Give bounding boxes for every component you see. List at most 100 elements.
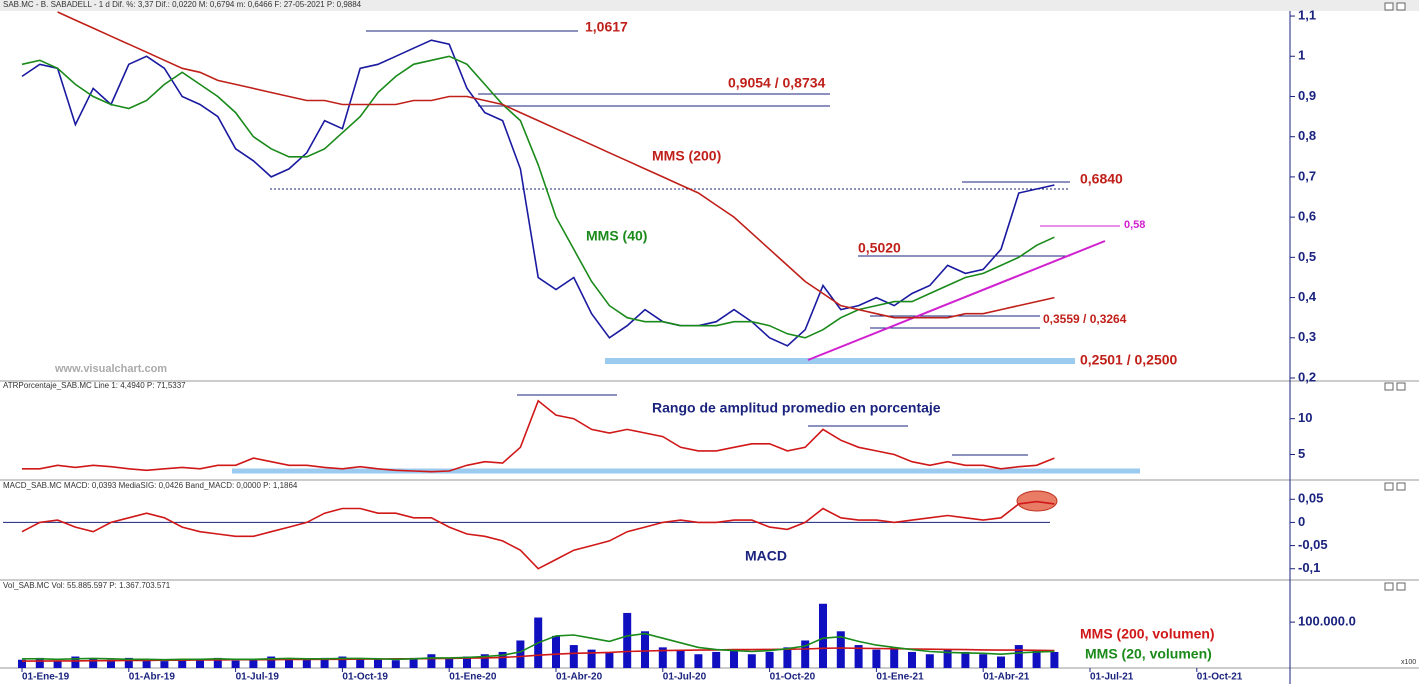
series-line <box>57 11 1055 319</box>
volume-bar <box>979 654 988 668</box>
y-tick-label: 10 <box>1298 410 1312 425</box>
volume-bar <box>943 649 952 668</box>
volume-bar <box>1050 651 1059 668</box>
panel-title: MACD_SAB.MC MACD: 0,0393 MediaSIG: 0,042… <box>3 481 298 490</box>
volume-bar <box>854 645 863 668</box>
annotation: 0,5020 <box>858 240 901 256</box>
volume-bar <box>409 657 418 668</box>
volume-bar <box>18 659 26 668</box>
volume-bar <box>783 647 792 668</box>
series-line <box>21 500 1055 570</box>
volume-bar <box>53 661 62 668</box>
annotation: x100 <box>1401 659 1416 666</box>
annotation: 0,6840 <box>1080 171 1123 187</box>
volume-bar <box>801 640 810 668</box>
panel-title: SAB.MC - B. SABADELL - 1 d Dif. %: 3,37 … <box>3 0 362 9</box>
panel-title: ATRPorcentaje_SAB.MC Line 1: 4,4940 P: 7… <box>3 381 186 390</box>
annotation: MACD <box>745 548 787 564</box>
y-tick-label: 0,2 <box>1298 369 1316 384</box>
annotation: 0,2501 / 0,2500 <box>1080 352 1178 368</box>
volume-bar <box>374 659 382 668</box>
volume-bar <box>587 649 596 668</box>
volume-bar <box>89 658 98 668</box>
volume-bar <box>676 649 685 668</box>
x-tick-label: 01-Oct-20 <box>770 672 816 683</box>
series-label: MMS (40) <box>586 228 647 244</box>
y-tick-label: 0,6 <box>1298 209 1316 224</box>
volume-bar <box>997 656 1005 668</box>
x-tick-label: 01-Jul-21 <box>1090 672 1134 683</box>
header-band <box>0 0 1419 11</box>
volume-bar <box>445 658 454 668</box>
x-tick-label: 01-Ene-19 <box>22 672 70 683</box>
volume-bar <box>819 603 827 668</box>
x-tick-label: 01-Jul-20 <box>663 672 707 683</box>
y-tick-label: 0,8 <box>1298 128 1316 143</box>
x-tick-label: 01-Oct-19 <box>342 672 388 683</box>
annotation: www.visualchart.com <box>54 363 167 375</box>
y-tick-label: 100.000.0 <box>1298 614 1356 629</box>
volume-bar <box>267 656 276 668</box>
volume-bar <box>694 654 703 668</box>
panel-borders <box>0 11 1419 684</box>
volume-bar <box>1014 645 1023 668</box>
volume-bar <box>213 657 222 668</box>
y-tick-label: 0 <box>1298 514 1305 529</box>
volume-bar <box>516 640 525 668</box>
series-line <box>21 55 1055 339</box>
volume-bar <box>836 631 845 668</box>
volume-bar <box>908 651 916 668</box>
x-tick-label: 01-Ene-21 <box>876 672 924 683</box>
volume-bar <box>285 658 293 668</box>
volume-bar <box>356 658 365 668</box>
annotation: 0,3559 / 0,3264 <box>1043 312 1127 326</box>
y-tick-label: -0,1 <box>1298 560 1320 575</box>
series-label: MMS (200) <box>652 148 721 164</box>
volume-bar <box>231 660 240 668</box>
plot-area: SAB.MC - B. SABADELL - 1 d Dif. %: 3,37 … <box>3 0 1416 683</box>
x-tick-label: 01-Abr-21 <box>983 672 1030 683</box>
volume-bar <box>605 651 614 668</box>
volume-bar <box>160 661 169 668</box>
y-tick-label: 0,05 <box>1298 491 1323 506</box>
annotation: 0,9054 / 0,8734 <box>728 75 826 91</box>
x-tick-label: 01-Jul-19 <box>236 672 280 683</box>
annotation: 1,0617 <box>585 19 628 35</box>
volume-bar <box>71 656 80 668</box>
volume-bar <box>890 647 899 668</box>
volume-bar <box>338 656 347 668</box>
volume-bar <box>872 649 881 668</box>
volume-bar <box>480 654 489 668</box>
y-tick-label: 0,7 <box>1298 168 1316 183</box>
y-tick-label: -0,05 <box>1298 537 1328 552</box>
x-tick-label: 01-Abr-19 <box>129 672 176 683</box>
volume-bar <box>427 654 436 668</box>
panel-title: Vol_SAB.MC Vol: 55.885.597 P: 1.367.703.… <box>3 581 171 590</box>
series-line <box>21 39 1055 347</box>
x-tick-label: 01-Oct-21 <box>1197 672 1243 683</box>
annotation: Rango de amplitud promedio en porcentaje <box>652 400 941 416</box>
x-tick-label: 01-Abr-20 <box>556 672 603 683</box>
volume-bar <box>302 659 311 668</box>
volume-bar <box>552 635 560 668</box>
volume-bar <box>569 645 578 668</box>
y-tick-label: 1 <box>1298 48 1305 63</box>
volume-bar <box>623 612 632 668</box>
y-tick-label: 0,9 <box>1298 88 1316 103</box>
volume-bar <box>1032 649 1041 668</box>
series-line <box>22 632 1055 661</box>
panel-buttons[interactable] <box>1384 2 1406 591</box>
volume-bar <box>463 656 471 668</box>
volume-bar <box>747 654 756 668</box>
y-tick-label: 0,3 <box>1298 329 1316 344</box>
series-label: MMS (20, volumen) <box>1085 646 1212 662</box>
y-tick-label: 1,1 <box>1298 7 1316 22</box>
volume-bar <box>107 659 115 668</box>
y-tick-label: 0,5 <box>1298 249 1316 264</box>
volume-bar <box>196 659 204 668</box>
series-label: MMS (200, volumen) <box>1080 626 1215 642</box>
volume-bar <box>320 657 329 668</box>
annotation: 0,58 <box>1124 219 1145 231</box>
